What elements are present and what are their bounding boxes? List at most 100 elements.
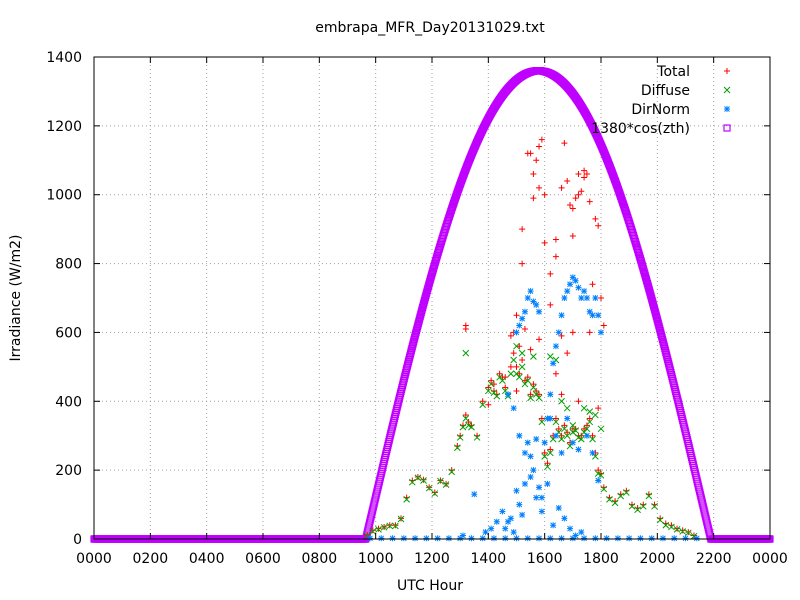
data-point	[527, 288, 534, 295]
data-point	[552, 418, 560, 426]
data-point	[513, 487, 520, 494]
y-tick-label: 1000	[46, 188, 82, 204]
x-tick-label: 0000	[76, 551, 112, 567]
data-point	[536, 484, 543, 491]
data-point	[572, 427, 580, 434]
data-point	[558, 184, 565, 191]
data-point	[513, 535, 520, 542]
data-point	[507, 370, 515, 378]
data-point	[521, 480, 528, 487]
data-point	[597, 471, 605, 479]
data-point	[530, 467, 537, 474]
x-tick-label: 0600	[245, 551, 281, 567]
data-point	[521, 308, 528, 315]
data-point	[693, 535, 700, 542]
data-point	[515, 373, 523, 381]
data-point	[586, 408, 594, 415]
data-point	[456, 434, 464, 441]
data-point	[586, 415, 593, 422]
data-point	[575, 191, 582, 198]
data-point	[575, 284, 582, 291]
data-point	[592, 535, 599, 542]
data-point	[598, 329, 604, 336]
data-point	[519, 356, 526, 363]
y-tick-label: 0	[73, 532, 82, 548]
data-point	[578, 529, 585, 536]
data-point	[521, 377, 528, 384]
data-point	[453, 444, 461, 452]
data-point	[487, 380, 495, 388]
y-tick-label: 600	[55, 325, 82, 341]
data-point	[442, 481, 450, 488]
data-point	[462, 415, 470, 422]
data-point	[583, 171, 590, 178]
data-point	[578, 432, 585, 439]
data-point	[581, 174, 588, 181]
data-point	[581, 425, 588, 432]
data-point	[552, 343, 559, 350]
legend-marker	[724, 68, 730, 74]
data-point	[499, 377, 506, 384]
x-axis-label: UTC Hour	[397, 578, 463, 594]
data-point	[611, 499, 619, 507]
data-point	[485, 401, 492, 408]
data-point	[589, 281, 596, 288]
series-1	[363, 342, 698, 540]
data-point	[538, 418, 546, 426]
data-point	[459, 532, 466, 539]
data-point	[536, 391, 543, 398]
data-point	[547, 446, 554, 453]
data-point	[485, 384, 492, 391]
data-point	[546, 353, 554, 360]
data-point	[541, 191, 548, 198]
data-point	[431, 490, 439, 497]
data-point	[581, 167, 588, 174]
legend-label: 1380*cos(zth)	[591, 121, 690, 137]
data-point	[408, 478, 416, 486]
data-point	[423, 535, 430, 542]
data-point	[547, 535, 554, 542]
x-tick-label: 1800	[583, 551, 619, 567]
data-point	[541, 453, 549, 460]
data-point	[564, 177, 571, 184]
data-point	[580, 404, 588, 412]
data-point	[569, 205, 576, 212]
data-point	[510, 405, 517, 412]
data-point	[533, 301, 540, 308]
data-point	[375, 526, 382, 533]
data-point	[552, 236, 559, 243]
data-point	[679, 527, 686, 534]
data-point	[541, 449, 548, 456]
data-point	[561, 140, 568, 147]
data-point	[459, 423, 467, 431]
data-point	[510, 529, 517, 536]
data-point	[518, 349, 526, 357]
data-point	[561, 422, 568, 429]
data-point	[502, 384, 509, 391]
data-point	[530, 171, 537, 178]
data-point	[530, 298, 537, 305]
data-point	[471, 491, 478, 498]
data-point	[595, 405, 602, 412]
data-point	[468, 535, 475, 542]
data-point	[567, 202, 574, 209]
x-tick-label: 1600	[527, 551, 563, 567]
data-point	[400, 535, 407, 542]
data-point	[578, 188, 585, 195]
data-point	[558, 397, 565, 405]
data-point	[431, 489, 438, 496]
data-point	[589, 312, 596, 319]
data-point	[682, 535, 689, 542]
data-point	[527, 394, 534, 402]
data-point	[516, 501, 523, 508]
legend-marker	[723, 124, 731, 132]
data-point	[569, 233, 576, 240]
data-point	[527, 453, 534, 460]
data-point	[507, 332, 514, 339]
data-point	[369, 527, 376, 534]
data-point	[536, 143, 543, 150]
data-point	[527, 150, 534, 157]
x-tick-label: 2000	[640, 551, 676, 567]
legend-marker	[724, 106, 730, 112]
